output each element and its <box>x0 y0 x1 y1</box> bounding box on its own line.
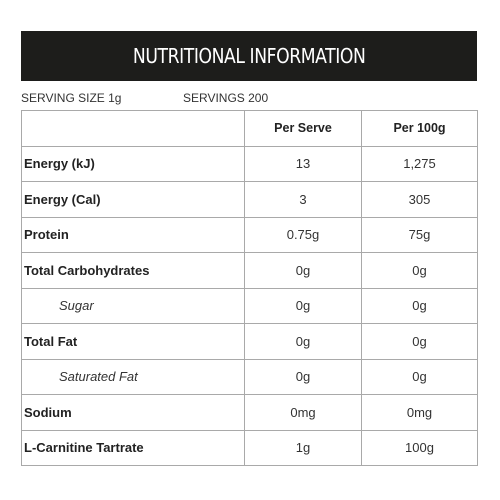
per-serve-value: 0g <box>244 252 362 289</box>
nutrient-label: Sodium <box>21 394 245 431</box>
serving-size-label: SERVING SIZE 1g <box>21 91 122 105</box>
nutrition-title: NUTRITIONAL INFORMATION <box>132 44 366 68</box>
table-row: Total Fat 0g 0g <box>21 323 478 360</box>
per-100g-value: 0g <box>361 287 478 324</box>
nutrient-label: Energy (Cal) <box>21 181 245 218</box>
per-100g-value: 0g <box>361 323 478 360</box>
per-serve-value: 0.75g <box>244 216 362 253</box>
table-row: L-Carnitine Tartrate 1g 100g <box>21 429 478 466</box>
nutrient-label: Energy (kJ) <box>21 145 245 182</box>
table-row: Energy (kJ) 13 1,275 <box>21 145 478 182</box>
column-header-per-100g: Per 100g <box>361 110 478 147</box>
table-row: Energy (Cal) 3 305 <box>21 181 478 218</box>
nutrition-table: Per Serve Per 100g Energy (kJ) 13 1,275 … <box>21 110 478 466</box>
per-serve-value: 0g <box>244 287 362 324</box>
per-100g-value: 305 <box>361 181 478 218</box>
nutrient-label: L-Carnitine Tartrate <box>21 429 245 466</box>
per-serve-value: 0g <box>244 323 362 360</box>
per-100g-value: 1,275 <box>361 145 478 182</box>
per-100g-value: 100g <box>361 429 478 466</box>
nutrition-header: NUTRITIONAL INFORMATION <box>21 31 477 81</box>
per-100g-value: 0mg <box>361 394 478 431</box>
nutrient-label: Protein <box>21 216 245 253</box>
table-row: Protein 0.75g 75g <box>21 216 478 253</box>
per-100g-value: 0g <box>361 252 478 289</box>
table-row: Total Carbohydrates 0g 0g <box>21 252 478 289</box>
table-row: Sodium 0mg 0mg <box>21 394 478 431</box>
per-100g-value: 75g <box>361 216 478 253</box>
sub-nutrient-label: Saturated Fat <box>21 358 245 395</box>
per-serve-value: 0g <box>244 358 362 395</box>
per-serve-value: 3 <box>244 181 362 218</box>
servings-count-label: SERVINGS 200 <box>183 91 269 105</box>
sub-nutrient-label: Sugar <box>21 287 245 324</box>
table-row: Sugar 0g 0g <box>21 287 478 324</box>
per-serve-value: 1g <box>244 429 362 466</box>
nutrient-label: Total Carbohydrates <box>21 252 245 289</box>
nutrient-label: Total Fat <box>21 323 245 360</box>
per-serve-value: 0mg <box>244 394 362 431</box>
column-header-nutrient <box>21 110 245 147</box>
table-header-row: Per Serve Per 100g <box>21 110 478 147</box>
per-serve-value: 13 <box>244 145 362 182</box>
column-header-per-serve: Per Serve <box>244 110 362 147</box>
per-100g-value: 0g <box>361 358 478 395</box>
table-row: Saturated Fat 0g 0g <box>21 358 478 395</box>
